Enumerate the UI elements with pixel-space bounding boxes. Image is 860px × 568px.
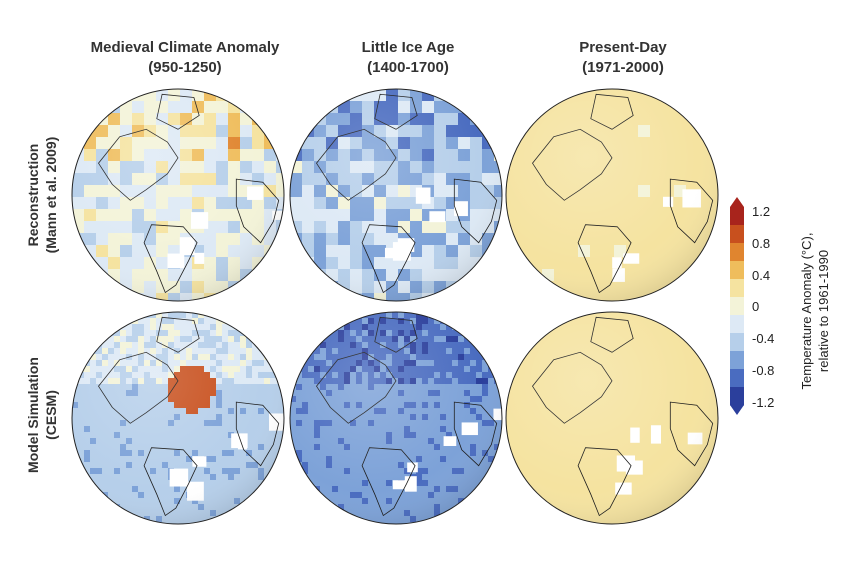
column-title-present-name: Present-Day (579, 39, 667, 56)
column-title-lia-period: (1400-1700) (367, 59, 449, 76)
colorbar-segment (730, 243, 744, 262)
colorbar-segment (730, 369, 744, 388)
column-title-mca: Medieval Climate Anomaly (950-1250) (65, 38, 305, 78)
colorbar-tick-4: 0 (752, 299, 760, 314)
globe-recon-present (505, 88, 719, 302)
column-title-mca-period: (950-1250) (148, 59, 222, 76)
colorbar-segment (730, 351, 744, 370)
colorbar-segment (730, 279, 744, 298)
colorbar-tick-5: -0.4 (752, 331, 775, 346)
colorbar-segment (730, 225, 744, 244)
colorbar-title-line1: Temperature Anomaly (°C), (799, 232, 814, 390)
colorbar-tick-6: -0.8 (752, 363, 775, 378)
colorbar-max-arrow (730, 197, 744, 207)
colorbar-segment (730, 315, 744, 334)
globe-recon-mca (71, 88, 285, 302)
colorbar-title: Temperature Anomaly (°C), relative to 19… (798, 211, 832, 411)
colorbar-tick-7: -1.2 (752, 395, 775, 410)
column-title-present: Present-Day (1971-2000) (503, 38, 743, 78)
column-title-lia-name: Little Ice Age (361, 39, 455, 56)
colorbar-min-arrow (730, 405, 744, 415)
column-title-present-period: (1971-2000) (582, 59, 664, 76)
colorbar-segment (730, 333, 744, 352)
colorbar-segment (730, 261, 744, 280)
colorbar-segment (730, 297, 744, 316)
globe-recon-lia (289, 88, 503, 302)
column-title-lia: Little Ice Age (1400-1700) (288, 38, 528, 78)
globe-model-present (505, 311, 719, 525)
globe-model-lia (289, 311, 503, 525)
colorbar-tick-1: 1.2 (752, 204, 771, 219)
colorbar-tick-2: 0.8 (752, 236, 771, 251)
colorbar (730, 197, 744, 415)
colorbar-segment (730, 387, 744, 406)
colorbar-title-line2: relative to 1961-1990 (816, 249, 831, 373)
globe-model-mca (71, 311, 285, 525)
colorbar-tick-3: 0.4 (752, 268, 771, 283)
colorbar-segment (730, 207, 744, 226)
column-title-mca-name: Medieval Climate Anomaly (90, 39, 280, 56)
